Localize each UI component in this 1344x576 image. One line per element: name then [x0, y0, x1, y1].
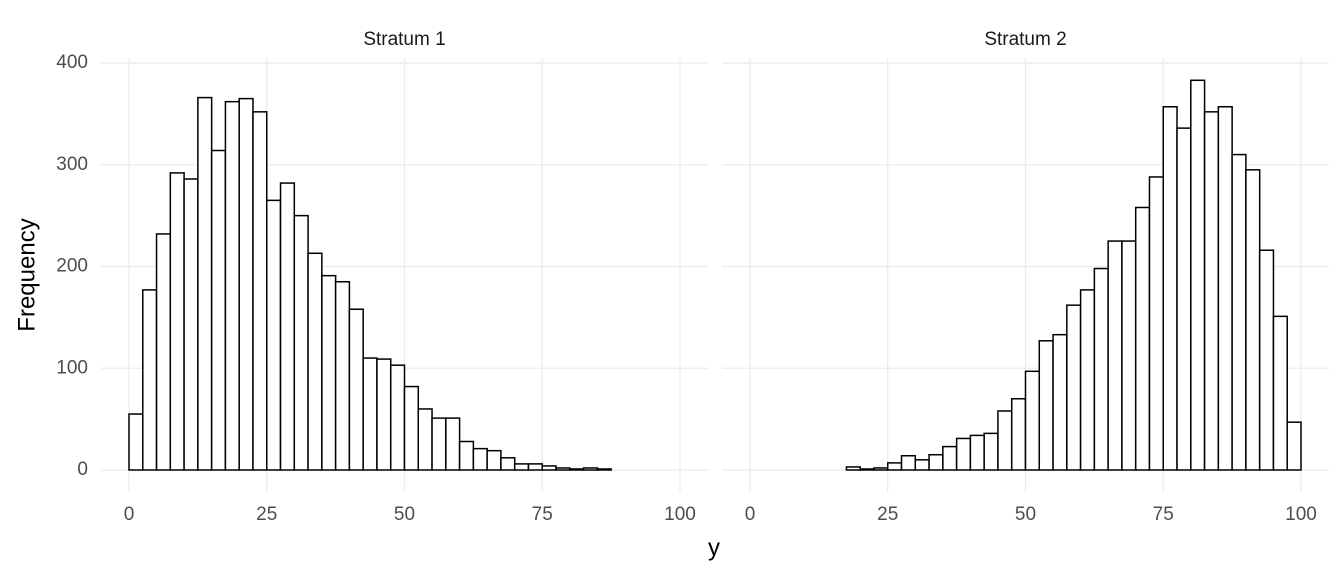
bar	[1107, 240, 1123, 471]
bar	[569, 468, 585, 471]
bar	[183, 178, 199, 471]
bar	[389, 364, 406, 471]
bar	[169, 172, 185, 471]
bar	[417, 408, 433, 471]
bar	[1272, 315, 1288, 471]
bar	[1052, 333, 1068, 471]
bar	[403, 385, 420, 471]
bar	[955, 437, 972, 471]
bar	[486, 449, 502, 471]
x-tick-label: 25	[256, 504, 277, 525]
bar	[914, 459, 930, 471]
bar	[555, 467, 571, 471]
bar	[1093, 267, 1109, 471]
bar	[1245, 169, 1261, 471]
bar	[210, 149, 227, 471]
x-tick-label: 50	[394, 504, 415, 525]
bar	[307, 252, 323, 471]
bar	[1286, 421, 1302, 471]
bar	[942, 445, 958, 471]
bar	[513, 463, 530, 471]
x-tick-label: 0	[124, 504, 135, 525]
bar	[279, 182, 296, 471]
bar	[128, 413, 144, 471]
bar	[983, 432, 999, 471]
bar	[541, 465, 557, 471]
bar	[1079, 289, 1096, 471]
bar	[582, 467, 599, 471]
y-tick-label: 400	[56, 52, 88, 73]
bar	[431, 417, 447, 471]
bar	[445, 417, 461, 471]
bar	[500, 457, 516, 471]
bar	[859, 468, 875, 471]
y-tick-label: 300	[56, 154, 88, 175]
bar	[1176, 127, 1192, 471]
bar	[1148, 176, 1164, 471]
bar	[1203, 111, 1220, 471]
bar	[376, 358, 392, 471]
x-tick-label: 0	[745, 504, 756, 525]
bar	[142, 289, 158, 471]
bar	[997, 410, 1013, 471]
bar	[197, 96, 213, 471]
facet-title: Stratum 1	[363, 29, 445, 50]
bar	[1258, 249, 1275, 471]
x-tick-label: 25	[877, 504, 898, 525]
bar	[1121, 240, 1137, 471]
bar	[873, 467, 889, 471]
bar	[266, 199, 282, 471]
bar	[1162, 106, 1178, 471]
bar	[155, 233, 172, 471]
bar	[887, 462, 903, 471]
bar	[293, 214, 309, 471]
x-tick-label: 100	[1285, 504, 1317, 525]
bar	[1038, 340, 1054, 471]
x-tick-label: 50	[1015, 504, 1036, 525]
bar	[238, 97, 254, 471]
y-axis-title: Frequency	[13, 218, 40, 331]
bar	[969, 434, 985, 471]
bar	[362, 357, 378, 471]
y-tick-label: 200	[56, 256, 88, 277]
bar	[1231, 153, 1247, 471]
bar	[224, 100, 240, 471]
bar	[596, 468, 612, 471]
bar	[252, 111, 268, 471]
bar	[845, 466, 861, 471]
bar	[1190, 79, 1206, 471]
bar	[527, 463, 543, 471]
x-tick-label: 75	[1153, 504, 1174, 525]
bar	[348, 308, 364, 471]
bar	[321, 274, 337, 471]
y-tick-label: 100	[56, 357, 88, 378]
bar	[928, 453, 944, 471]
bar	[334, 281, 351, 471]
bar	[1010, 398, 1027, 471]
bar	[472, 447, 488, 471]
x-tick-label: 75	[532, 504, 553, 525]
bar	[900, 455, 917, 471]
bar	[1134, 206, 1151, 471]
x-axis-title: y	[708, 534, 720, 561]
bar	[1217, 106, 1233, 471]
bar	[1024, 370, 1041, 471]
bar	[458, 440, 475, 471]
facet-title: Stratum 2	[984, 29, 1066, 50]
bar	[1066, 304, 1082, 471]
y-tick-label: 0	[77, 459, 88, 480]
x-tick-label: 100	[664, 504, 696, 525]
